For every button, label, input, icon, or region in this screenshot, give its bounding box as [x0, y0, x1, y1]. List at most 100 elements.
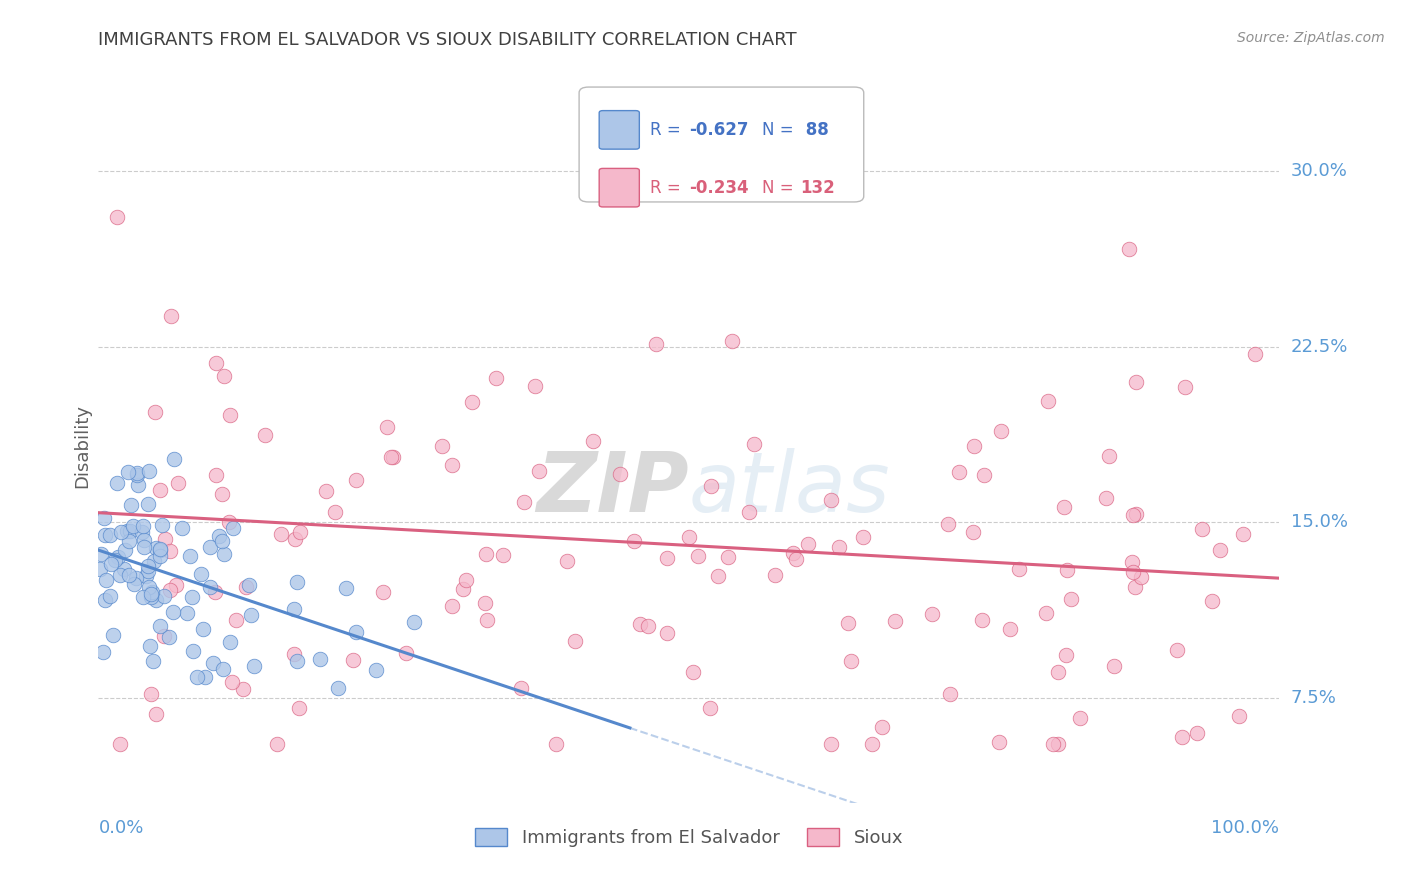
- Point: [860, 737, 883, 751]
- Point: [212, 368, 235, 383]
- Point: [700, 479, 723, 493]
- Point: [1227, 709, 1250, 723]
- Point: [492, 548, 515, 562]
- Point: [328, 681, 350, 695]
- Point: [142, 654, 165, 668]
- Text: -0.627: -0.627: [689, 121, 748, 139]
- Point: [139, 590, 162, 604]
- Point: [162, 605, 184, 619]
- Point: [136, 498, 159, 512]
- Point: [153, 629, 176, 643]
- Point: [93, 592, 115, 607]
- Point: [699, 701, 721, 715]
- Point: [721, 334, 744, 349]
- Point: [1104, 659, 1126, 673]
- Point: [628, 617, 651, 632]
- Point: [134, 540, 156, 554]
- Point: [1174, 379, 1197, 393]
- Point: [524, 378, 547, 392]
- Legend: Immigrants from El Salvador, Sioux: Immigrants from El Salvador, Sioux: [468, 822, 910, 855]
- Point: [165, 577, 187, 591]
- Point: [219, 635, 242, 649]
- Point: [344, 473, 367, 487]
- Point: [148, 542, 170, 557]
- Point: [204, 356, 226, 370]
- Point: [115, 524, 138, 539]
- Point: [820, 493, 842, 508]
- Point: [973, 468, 995, 483]
- Text: atlas: atlas: [689, 449, 890, 529]
- Point: [1125, 375, 1147, 389]
- Text: R =: R =: [650, 121, 686, 139]
- Point: [1054, 648, 1077, 662]
- Point: [637, 619, 659, 633]
- Point: [402, 615, 425, 629]
- Point: [159, 310, 181, 324]
- Point: [430, 439, 453, 453]
- FancyBboxPatch shape: [599, 169, 640, 207]
- Point: [485, 371, 508, 385]
- Point: [212, 662, 235, 676]
- Point: [219, 408, 242, 422]
- Point: [145, 592, 167, 607]
- Text: ZIP: ZIP: [536, 449, 689, 529]
- FancyBboxPatch shape: [579, 87, 863, 202]
- Point: [1166, 642, 1188, 657]
- Point: [1191, 522, 1213, 536]
- Point: [1046, 665, 1069, 680]
- Point: [315, 483, 337, 498]
- Point: [461, 395, 484, 409]
- Point: [765, 568, 787, 582]
- Point: [717, 549, 740, 564]
- Point: [238, 578, 260, 592]
- Point: [253, 427, 276, 442]
- Point: [98, 590, 121, 604]
- Point: [1121, 508, 1143, 522]
- Point: [96, 573, 118, 587]
- Point: [143, 405, 166, 419]
- Point: [852, 530, 875, 544]
- Point: [342, 653, 364, 667]
- Point: [100, 557, 122, 571]
- Point: [990, 424, 1012, 438]
- Point: [159, 544, 181, 558]
- Point: [183, 643, 205, 657]
- Point: [167, 475, 190, 490]
- Text: 0.0%: 0.0%: [98, 820, 143, 838]
- Point: [211, 487, 233, 501]
- Point: [141, 584, 163, 599]
- Point: [839, 654, 862, 668]
- Point: [120, 498, 142, 512]
- Point: [513, 494, 536, 508]
- Point: [266, 737, 288, 751]
- Point: [785, 552, 807, 566]
- Text: N =: N =: [762, 121, 799, 139]
- Point: [89, 562, 111, 576]
- Point: [797, 537, 820, 551]
- Point: [283, 602, 305, 616]
- Point: [820, 737, 842, 751]
- Point: [1232, 526, 1254, 541]
- Point: [179, 549, 201, 563]
- Point: [153, 533, 176, 547]
- Point: [782, 546, 804, 560]
- Point: [645, 336, 668, 351]
- Point: [114, 542, 136, 557]
- Point: [1035, 606, 1057, 620]
- Point: [962, 525, 984, 540]
- Point: [145, 541, 167, 555]
- Text: 7.5%: 7.5%: [1291, 689, 1337, 706]
- Point: [221, 674, 243, 689]
- Point: [91, 645, 114, 659]
- Point: [1244, 347, 1267, 361]
- Point: [89, 547, 111, 561]
- Point: [181, 590, 204, 604]
- Point: [323, 505, 346, 519]
- Point: [107, 550, 129, 565]
- Point: [678, 529, 700, 543]
- Point: [288, 524, 311, 539]
- Point: [1098, 449, 1121, 463]
- Point: [284, 532, 307, 546]
- Point: [564, 634, 586, 648]
- Point: [98, 528, 121, 542]
